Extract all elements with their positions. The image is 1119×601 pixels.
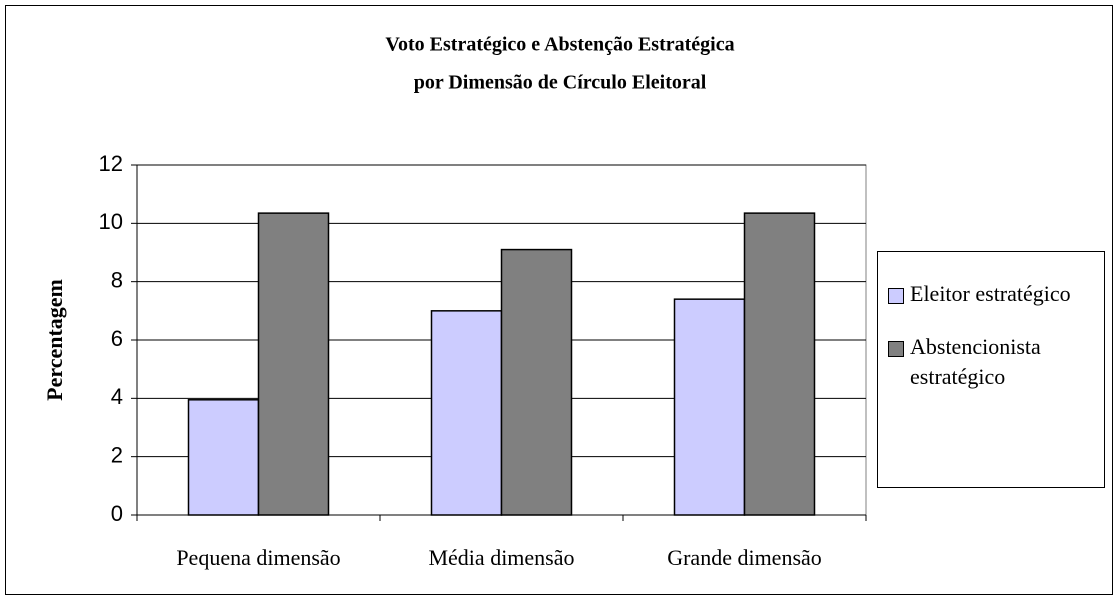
y-tick-label: 8 bbox=[111, 267, 123, 292]
x-tick-label: Grande dimensão bbox=[667, 545, 822, 570]
legend-entry: Abstencionista estratégico bbox=[888, 334, 1104, 392]
y-tick-label: 6 bbox=[111, 326, 123, 351]
chart-title: Voto Estratégico e Abstenção Estratégica bbox=[385, 34, 734, 56]
y-axis-label: Percentagem bbox=[42, 279, 67, 401]
legend-entry: Eleitor estratégico bbox=[888, 281, 1104, 309]
x-tick-label: Pequena dimensão bbox=[176, 545, 340, 570]
legend: Eleitor estratégico Abstencionista estrat… bbox=[877, 251, 1105, 488]
y-tick-label: 0 bbox=[111, 501, 123, 526]
bar bbox=[673, 298, 746, 516]
bar bbox=[500, 248, 573, 516]
y-tick-label: 2 bbox=[111, 442, 123, 467]
legend-swatch bbox=[888, 341, 904, 357]
y-tick-label: 4 bbox=[111, 384, 123, 409]
x-tick-label: Média dimensão bbox=[428, 545, 574, 570]
y-tick-label: 10 bbox=[99, 209, 123, 234]
legend-swatch bbox=[888, 288, 904, 304]
y-tick-label: 12 bbox=[99, 151, 123, 176]
bar bbox=[743, 212, 816, 516]
chart-title: por Dimensão de Círculo Eleitoral bbox=[414, 72, 707, 94]
bar bbox=[257, 212, 330, 516]
legend-label: Abstencionista estratégico bbox=[910, 334, 1041, 389]
chart-border bbox=[5, 5, 1113, 595]
bar bbox=[430, 310, 503, 516]
legend-label: Eleitor estratégico bbox=[910, 281, 1071, 306]
bar bbox=[187, 399, 260, 516]
